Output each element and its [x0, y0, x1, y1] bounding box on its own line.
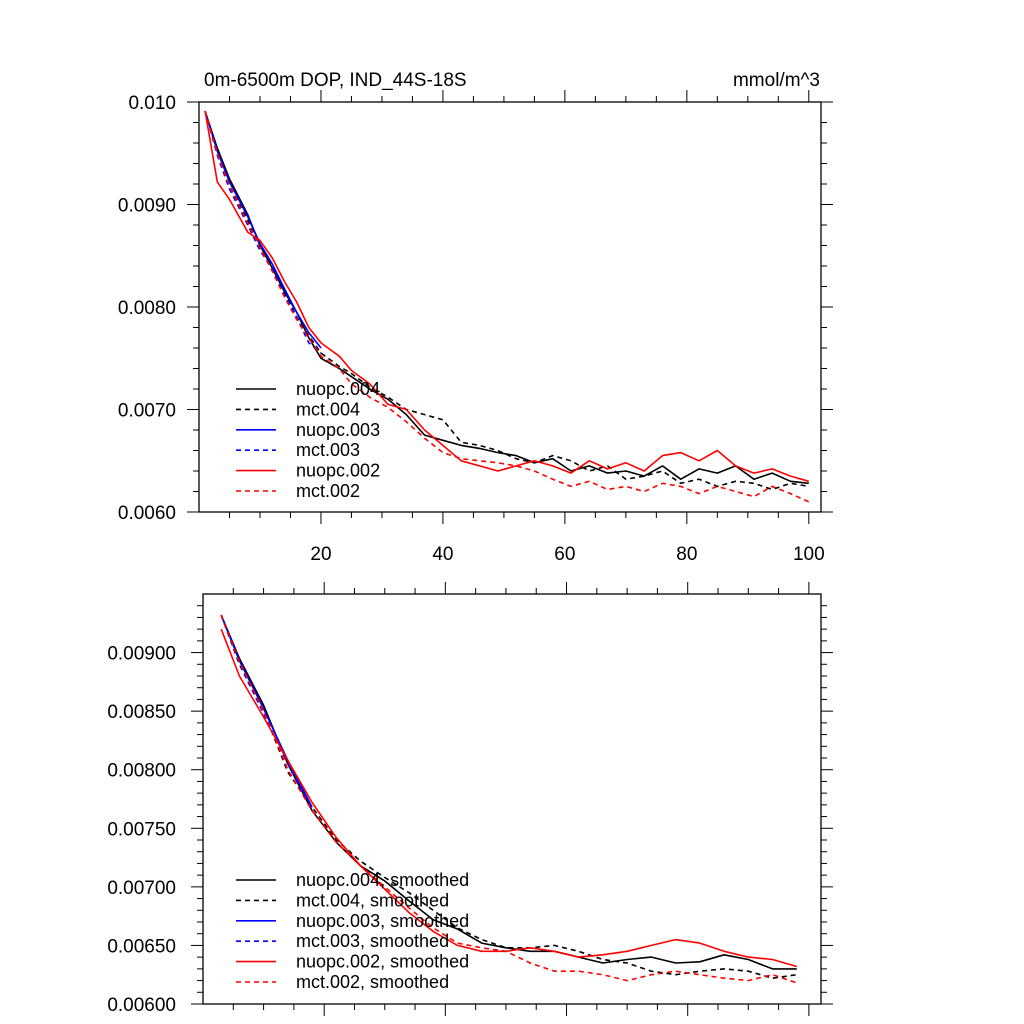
x-tick-label: 20: [310, 544, 331, 565]
x-tick-label: 80: [676, 544, 697, 565]
top-panel: 0m-6500m DOP, IND_44S-18S mmol/m^3 20 40 6…: [118, 70, 833, 565]
y-tick-label: 0.00700: [107, 878, 176, 899]
legend-label: nuopc.004: [296, 379, 380, 399]
y-tick-label: 0.010: [128, 93, 176, 114]
y-tick-label: 0.0060: [118, 503, 176, 524]
legend-label: mct.003: [296, 440, 360, 460]
bottom-ticks: 0.00600 0.00650 0.00700 0.00750 0.00800 0.008…: [107, 582, 833, 1016]
y-tick-label: 0.00850: [107, 702, 176, 723]
y-tick-label: 0.0070: [118, 401, 176, 422]
y-tick-label: 0.0090: [118, 196, 176, 217]
y-tick-label: 0.00800: [107, 761, 176, 782]
legend-label: mct.004: [296, 399, 360, 419]
legend-label: mct.002, smoothed: [296, 972, 449, 992]
legend-label: mct.002: [296, 481, 360, 501]
legend-label: nuopc.002, smoothed: [296, 952, 469, 972]
y-tick-label: 0.00900: [107, 644, 176, 665]
x-tick-label: 60: [554, 544, 575, 565]
series-line: [204, 110, 810, 503]
top-chart-units: mmol/m^3: [733, 70, 820, 91]
top-legend: nuopc.004mct.004nuopc.003mct.003nuopc.00…: [236, 379, 380, 501]
series-line: [204, 110, 809, 485]
legend-label: nuopc.002: [296, 461, 380, 481]
series-line: [204, 111, 810, 483]
top-ticks: 20 40 60 80 100 0.0060 0.0070 0.0080 0.0090 0.010: [118, 90, 833, 565]
legend-label: mct.004, smoothed: [296, 890, 449, 910]
series-line: [204, 110, 809, 491]
y-tick-label: 0.00750: [107, 819, 176, 840]
series-line: [204, 110, 322, 354]
top-chart-title: 0m-6500m DOP, IND_44S-18S: [204, 70, 467, 91]
y-tick-label: 0.0080: [118, 298, 176, 319]
bottom-series: [220, 614, 798, 984]
legend-label: nuopc.004, smoothed: [296, 870, 469, 890]
series-line: [204, 110, 322, 349]
y-tick-label: 0.00600: [107, 995, 176, 1016]
x-tick-label: 40: [432, 544, 453, 565]
legend-label: nuopc.003: [296, 420, 380, 440]
x-tick-label: 100: [793, 544, 825, 565]
y-tick-label: 0.00650: [107, 936, 176, 957]
top-series: [204, 110, 810, 503]
bottom-plot-frame: [202, 593, 822, 1005]
legend-label: mct.003, smoothed: [296, 931, 449, 951]
bottom-panel: 0.00600 0.00650 0.00700 0.00750 0.00800 0.008…: [107, 582, 833, 1016]
series-line: [220, 614, 798, 984]
legend-label: nuopc.003, smoothed: [296, 911, 469, 931]
top-plot-frame: [198, 101, 822, 513]
series-line: [220, 614, 313, 812]
